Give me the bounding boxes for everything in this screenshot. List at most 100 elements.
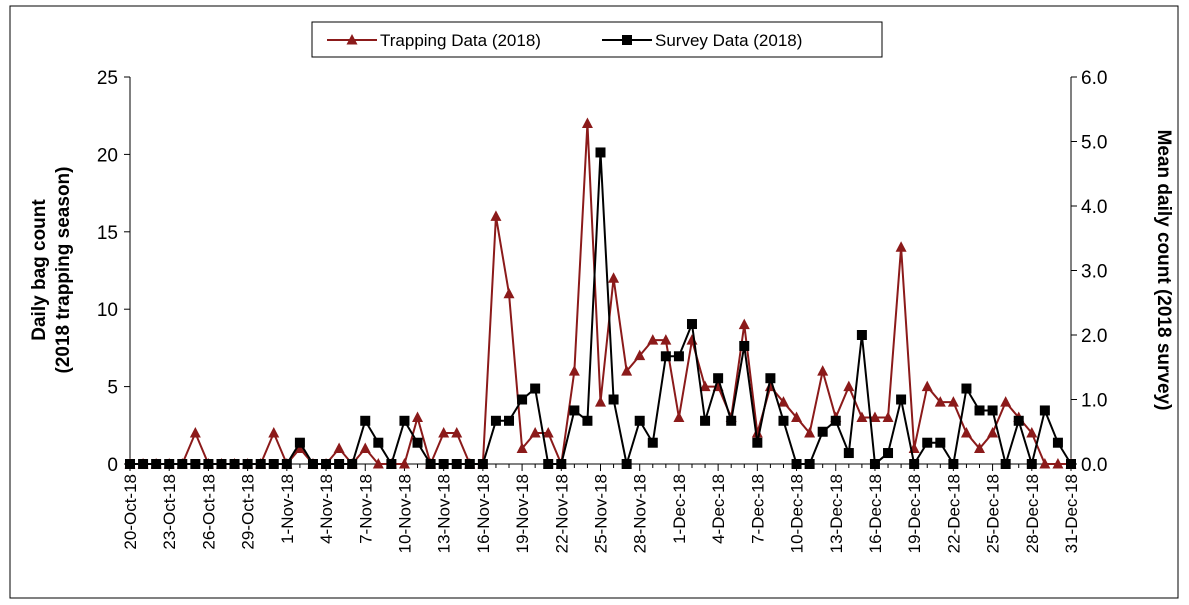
data-point	[490, 415, 501, 426]
y-tick-label: 15	[97, 223, 118, 244]
data-point	[777, 396, 789, 407]
data-point	[1026, 427, 1038, 438]
legend-marker	[346, 34, 358, 45]
data-point	[294, 442, 306, 454]
x-tick-label: 4-Nov-18	[317, 474, 336, 544]
data-point	[334, 459, 345, 469]
data-point	[817, 426, 828, 437]
data-point	[869, 411, 881, 423]
data-point	[634, 349, 646, 361]
data-point	[294, 437, 305, 448]
data-point	[647, 334, 659, 345]
data-point	[778, 415, 789, 426]
y-tick-label: 20	[97, 145, 118, 166]
x-tick-label: 22-Nov-18	[552, 474, 571, 553]
data-point	[882, 411, 894, 423]
data-point	[503, 287, 515, 299]
y2-tick-label: 0.0	[1081, 455, 1107, 476]
data-point	[1026, 459, 1037, 469]
y2-tick-label: 6.0	[1081, 68, 1107, 89]
data-point	[726, 415, 737, 426]
data-point	[569, 405, 580, 416]
data-point	[477, 459, 488, 469]
x-tick-label: 16-Dec-18	[866, 474, 885, 553]
data-point	[530, 383, 541, 394]
data-point	[621, 459, 632, 469]
data-point	[412, 437, 423, 448]
frame	[9, 5, 1179, 599]
data-point	[869, 459, 880, 469]
data-point	[138, 459, 149, 469]
data-point	[451, 459, 462, 469]
data-point	[974, 442, 986, 454]
data-point	[961, 383, 972, 394]
x-tick-label: 7-Nov-18	[356, 474, 375, 544]
data-point	[1000, 396, 1012, 407]
data-point	[177, 459, 188, 469]
data-point	[856, 411, 868, 423]
x-tick-label: 31-Dec-18	[1062, 474, 1081, 553]
data-point	[843, 380, 855, 392]
data-point	[517, 394, 528, 405]
y2-tick-label: 1.0	[1081, 391, 1107, 412]
data-point	[921, 380, 933, 392]
data-point	[151, 459, 162, 469]
data-point	[817, 365, 829, 376]
data-point	[242, 459, 253, 469]
x-tick-label: 13-Nov-18	[435, 474, 454, 553]
data-point	[960, 427, 972, 438]
x-tick-label: 10-Dec-18	[788, 474, 807, 553]
x-tick-label: 13-Dec-18	[827, 474, 846, 553]
data-point	[373, 437, 384, 448]
x-tick-label: 19-Nov-18	[513, 474, 532, 553]
data-point	[1039, 458, 1051, 469]
data-point	[948, 459, 959, 469]
data-point	[752, 437, 763, 448]
data-point	[556, 459, 567, 469]
x-tick-label: 22-Dec-18	[944, 474, 963, 553]
y2-axis-title: Mean daily count (2018 survey)	[1153, 130, 1174, 411]
y-axis-title: Daily bag count	[29, 199, 50, 341]
data-point	[203, 459, 214, 469]
data-point	[660, 334, 672, 345]
data-point	[451, 427, 463, 438]
x-tick-label: 10-Nov-18	[395, 474, 414, 553]
y-tick-label: 0	[107, 455, 118, 476]
x-tick-label: 4-Dec-18	[709, 474, 728, 544]
data-point	[804, 427, 816, 438]
y2-tick-label: 3.0	[1081, 262, 1107, 283]
data-point	[608, 394, 619, 405]
data-point	[739, 340, 750, 351]
x-tick-label: 25-Nov-18	[592, 474, 611, 553]
data-point	[255, 459, 266, 469]
x-tick-label: 20-Oct-18	[121, 474, 140, 550]
data-point	[856, 330, 867, 340]
data-point	[425, 459, 436, 469]
data-point	[307, 459, 318, 469]
data-point	[490, 210, 502, 221]
data-point	[581, 117, 593, 128]
data-point	[987, 427, 999, 438]
data-point	[595, 147, 606, 158]
data-point	[321, 459, 332, 469]
x-tick-label: 1-Dec-18	[670, 474, 689, 544]
x-tick-label: 1-Nov-18	[278, 474, 297, 544]
data-point	[883, 448, 894, 459]
data-point	[1039, 405, 1050, 416]
data-point	[974, 405, 985, 416]
data-point	[660, 351, 671, 362]
legend-marker	[622, 35, 632, 45]
data-point	[686, 319, 697, 330]
data-point	[189, 427, 201, 438]
data-point	[125, 459, 135, 469]
y-tick-label: 10	[97, 300, 118, 321]
data-point	[504, 415, 515, 426]
data-point	[412, 411, 424, 423]
data-point	[1052, 437, 1063, 448]
legend-label: Trapping Data (2018)	[380, 31, 541, 50]
data-point	[1013, 415, 1024, 426]
data-point	[895, 241, 907, 252]
data-point	[543, 459, 554, 469]
legend	[311, 21, 883, 58]
